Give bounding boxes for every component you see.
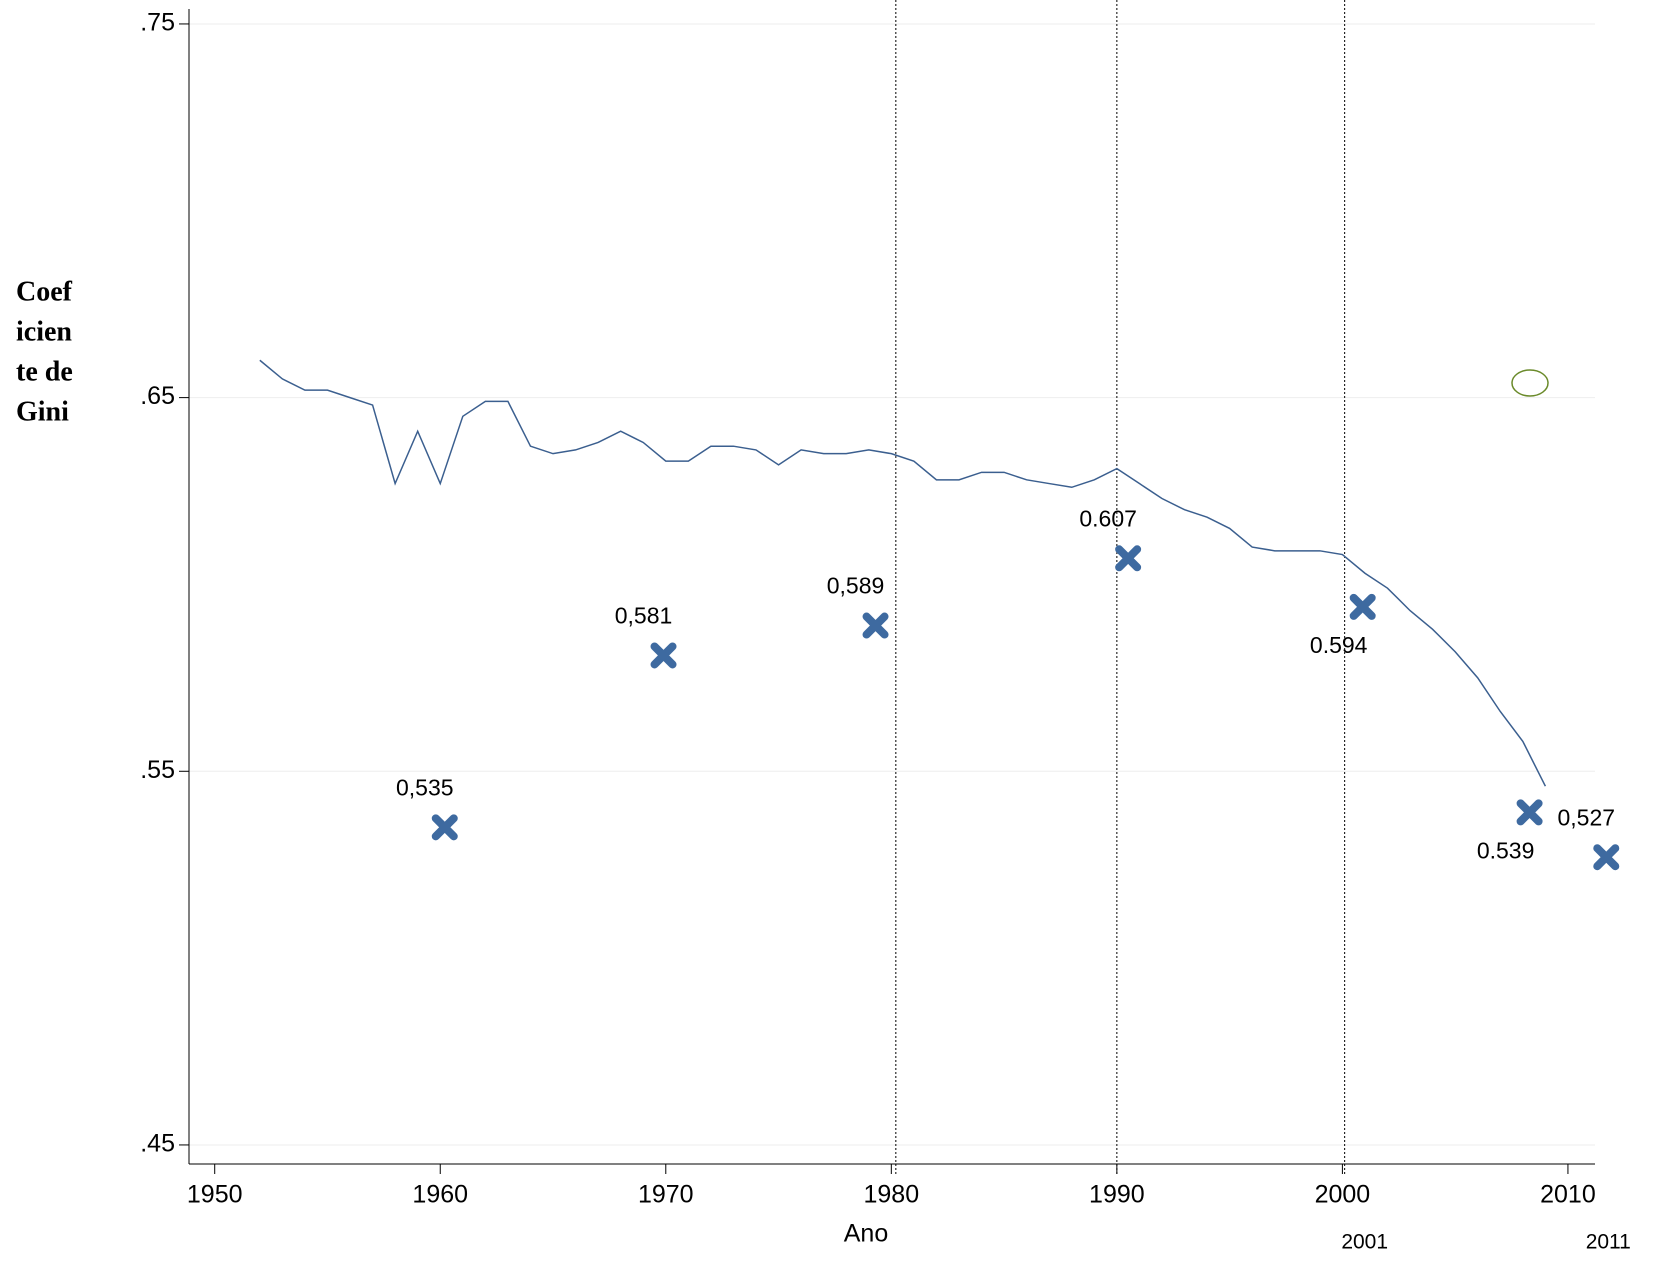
x-tick-label: 2000	[1315, 1181, 1371, 1209]
y-axis-title: icien	[16, 316, 72, 347]
data-label: 0,589	[827, 573, 885, 599]
x-tick-label: 1970	[638, 1181, 694, 1209]
data-label: 0,581	[615, 603, 673, 629]
x-marker	[862, 612, 889, 639]
x-marker	[1115, 545, 1142, 572]
annotation: 2011	[1586, 1231, 1631, 1254]
y-tick-label: .75	[140, 9, 175, 37]
x-axis-title: Ano	[844, 1220, 888, 1248]
x-tick-label: 1950	[187, 1181, 243, 1209]
x-tick-label: 1990	[1089, 1181, 1145, 1209]
x-marker	[431, 814, 458, 841]
y-tick-label: .45	[140, 1130, 175, 1158]
x-marker	[1349, 593, 1376, 620]
x-marker	[650, 642, 677, 669]
annotation: 2001	[1341, 1231, 1388, 1254]
data-label: 0,535	[396, 774, 454, 800]
y-axis-title: te de	[16, 356, 73, 387]
line-series	[259, 359, 1547, 787]
x-tick-label: 2010	[1540, 1181, 1596, 1209]
x-tick-label: 1960	[412, 1181, 468, 1209]
ellipse-mark	[1511, 369, 1549, 397]
data-label: 0,527	[1557, 804, 1615, 830]
y-tick-label: .55	[140, 756, 175, 784]
x-marker	[1516, 799, 1543, 826]
x-tick-label: 1980	[864, 1181, 920, 1209]
y-axis-title: Gini	[16, 396, 69, 427]
y-tick-label: .65	[140, 382, 175, 410]
data-label: 0.539	[1477, 837, 1535, 863]
x-marker	[1593, 844, 1620, 871]
data-label: 0.607	[1079, 505, 1137, 531]
data-label: 0.594	[1310, 632, 1368, 658]
y-axis-title: Coef	[16, 276, 73, 307]
